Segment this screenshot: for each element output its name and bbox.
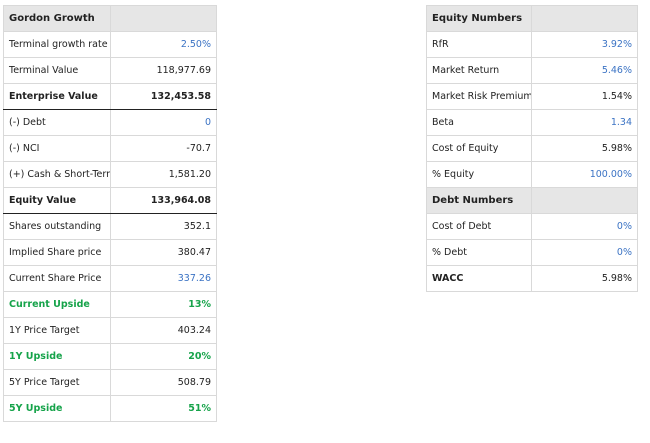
5y-price-target-cell[interactable]: 508.79 bbox=[110, 369, 217, 396]
table-row: 5Y Price Target 508.79 bbox=[3, 369, 217, 396]
pct-debt-cell[interactable]: 0% bbox=[531, 239, 638, 266]
debt-numbers-title: Debt Numbers bbox=[426, 187, 532, 214]
cost-of-debt-cell[interactable]: 0% bbox=[531, 213, 638, 240]
current-share-price-cell[interactable]: 337.26 bbox=[110, 265, 217, 292]
table-row: % Debt 0% bbox=[426, 239, 638, 266]
row-label: 5Y Upside bbox=[3, 395, 111, 422]
row-label: (-) NCI bbox=[3, 135, 111, 162]
table-row: Terminal Value 118,977.69 bbox=[3, 57, 217, 84]
enterprise-value-cell[interactable]: 132,453.58 bbox=[110, 83, 217, 110]
table-row: Beta 1.34 bbox=[426, 109, 638, 136]
table-row: Implied Share price 380.47 bbox=[3, 239, 217, 266]
header-empty-cell[interactable] bbox=[110, 5, 217, 32]
nci-cell[interactable]: -70.7 bbox=[110, 135, 217, 162]
equity-value-cell[interactable]: 133,964.08 bbox=[110, 187, 217, 214]
table-row: Cost of Equity 5.98% bbox=[426, 135, 638, 162]
equity-numbers-title: Equity Numbers bbox=[426, 5, 532, 32]
row-label: 5Y Price Target bbox=[3, 369, 111, 396]
gordon-growth-table: Gordon Growth Terminal growth rate 2.50%… bbox=[3, 5, 217, 422]
debt-header-row: Debt Numbers bbox=[426, 187, 638, 214]
row-label: Current Share Price bbox=[3, 265, 111, 292]
table-row: (+) Cash & Short-Term 1,581.20 bbox=[3, 161, 217, 188]
row-label: Beta bbox=[426, 109, 532, 136]
1y-upside-cell[interactable]: 20% bbox=[110, 343, 217, 370]
row-label: Cost of Equity bbox=[426, 135, 532, 162]
row-label: Terminal growth rate bbox=[3, 31, 111, 58]
table-row: Equity Value 133,964.08 bbox=[3, 187, 217, 214]
header-empty-cell[interactable] bbox=[531, 5, 638, 32]
wacc-label: WACC bbox=[426, 265, 532, 292]
header-empty-cell[interactable] bbox=[531, 187, 638, 214]
equity-numbers-table: Equity Numbers RfR 3.92% Market Return 5… bbox=[426, 5, 638, 292]
table-row: % Equity 100.00% bbox=[426, 161, 638, 188]
row-label: Implied Share price bbox=[3, 239, 111, 266]
row-label: % Equity bbox=[426, 161, 532, 188]
shares-outstanding-cell[interactable]: 352.1 bbox=[110, 213, 217, 240]
cash-short-term-cell[interactable]: 1,581.20 bbox=[110, 161, 217, 188]
row-label: Enterprise Value bbox=[3, 83, 111, 110]
current-upside-cell[interactable]: 13% bbox=[110, 291, 217, 318]
table-row: (-) Debt 0 bbox=[3, 109, 217, 136]
row-label: Current Upside bbox=[3, 291, 111, 318]
table-row: Current Upside 13% bbox=[3, 291, 217, 318]
cost-of-equity-cell[interactable]: 5.98% bbox=[531, 135, 638, 162]
beta-cell[interactable]: 1.34 bbox=[531, 109, 638, 136]
table-row: 1Y Price Target 403.24 bbox=[3, 317, 217, 344]
table-row: Market Risk Premium 1.54% bbox=[426, 83, 638, 110]
table-row: Terminal growth rate 2.50% bbox=[3, 31, 217, 58]
implied-share-price-cell[interactable]: 380.47 bbox=[110, 239, 217, 266]
wacc-cell[interactable]: 5.98% bbox=[531, 265, 638, 292]
row-label: Market Return bbox=[426, 57, 532, 84]
table-row: RfR 3.92% bbox=[426, 31, 638, 58]
table-row: Enterprise Value 132,453.58 bbox=[3, 83, 217, 110]
row-label: (+) Cash & Short-Term bbox=[3, 161, 111, 188]
row-label: RfR bbox=[426, 31, 532, 58]
market-return-cell[interactable]: 5.46% bbox=[531, 57, 638, 84]
row-label: Terminal Value bbox=[3, 57, 111, 84]
row-label: Market Risk Premium bbox=[426, 83, 532, 110]
terminal-value-cell[interactable]: 118,977.69 bbox=[110, 57, 217, 84]
table-row: 5Y Upside 51% bbox=[3, 395, 217, 422]
debt-cell[interactable]: 0 bbox=[110, 109, 217, 136]
pct-equity-cell[interactable]: 100.00% bbox=[531, 161, 638, 188]
gordon-header-row: Gordon Growth bbox=[3, 5, 217, 32]
1y-price-target-cell[interactable]: 403.24 bbox=[110, 317, 217, 344]
table-row: 1Y Upside 20% bbox=[3, 343, 217, 370]
equity-header-row: Equity Numbers bbox=[426, 5, 638, 32]
row-label: 1Y Price Target bbox=[3, 317, 111, 344]
wacc-row: WACC 5.98% bbox=[426, 265, 638, 292]
row-label: Shares outstanding bbox=[3, 213, 111, 240]
row-label: Equity Value bbox=[3, 187, 111, 214]
table-row: Shares outstanding 352.1 bbox=[3, 213, 217, 240]
terminal-growth-rate-cell[interactable]: 2.50% bbox=[110, 31, 217, 58]
row-label: Cost of Debt bbox=[426, 213, 532, 240]
rfr-cell[interactable]: 3.92% bbox=[531, 31, 638, 58]
table-row: Cost of Debt 0% bbox=[426, 213, 638, 240]
row-label: (-) Debt bbox=[3, 109, 111, 136]
table-row: (-) NCI -70.7 bbox=[3, 135, 217, 162]
row-label: % Debt bbox=[426, 239, 532, 266]
market-risk-premium-cell[interactable]: 1.54% bbox=[531, 83, 638, 110]
table-row: Current Share Price 337.26 bbox=[3, 265, 217, 292]
gordon-growth-title: Gordon Growth bbox=[3, 5, 111, 32]
table-row: Market Return 5.46% bbox=[426, 57, 638, 84]
5y-upside-cell[interactable]: 51% bbox=[110, 395, 217, 422]
row-label: 1Y Upside bbox=[3, 343, 111, 370]
